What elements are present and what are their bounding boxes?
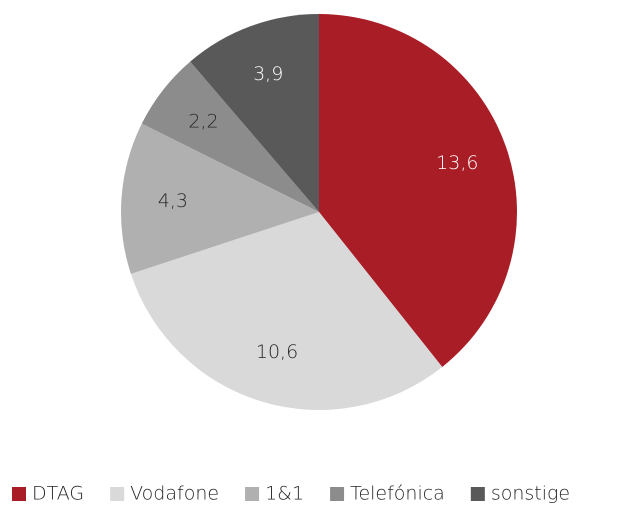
data-label: 3,9 bbox=[253, 63, 283, 85]
data-label: 10,6 bbox=[256, 341, 298, 363]
data-label: 13,6 bbox=[436, 152, 478, 174]
legend-label: DTAG bbox=[32, 483, 84, 505]
legend-swatch bbox=[110, 487, 125, 501]
legend-label: sonstige bbox=[491, 483, 570, 505]
pie-slice bbox=[130, 212, 443, 410]
data-label: 4,3 bbox=[158, 190, 188, 212]
legend-label: 1&1 bbox=[265, 483, 304, 505]
legend-swatch bbox=[330, 487, 345, 501]
data-label: 2,2 bbox=[188, 110, 218, 132]
legend-label: Vodafone bbox=[130, 483, 219, 505]
pie-slice bbox=[121, 123, 319, 274]
pie-slice bbox=[319, 14, 517, 367]
pie-slice bbox=[190, 14, 319, 212]
legend-swatch bbox=[245, 487, 260, 501]
legend-swatch bbox=[470, 487, 485, 501]
legend-label: Telefónica bbox=[350, 483, 445, 505]
legend-swatch bbox=[12, 487, 26, 501]
pie-slice bbox=[141, 61, 319, 212]
